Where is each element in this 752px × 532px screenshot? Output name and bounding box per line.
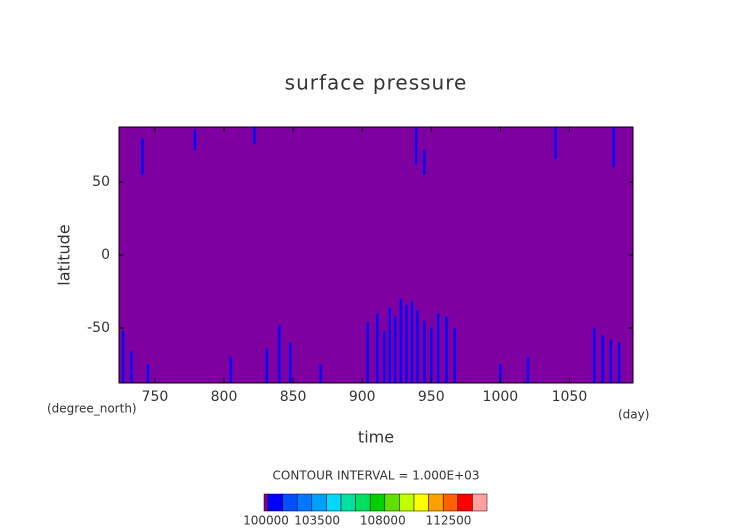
x-tick-label: 1000 [483, 389, 519, 405]
colorbar-segment [442, 493, 459, 512]
colorbar-segment [399, 493, 415, 512]
contour-cell [193, 129, 197, 150]
colorbar-segment [267, 493, 283, 512]
contour-cell [141, 138, 144, 175]
contour-cell [388, 307, 392, 383]
x-tick-label: 800 [211, 389, 238, 405]
contour-cell [430, 327, 433, 383]
contour-cell [609, 339, 613, 383]
y-axis-label: latitude [55, 224, 74, 285]
chart-title: surface pressure [285, 71, 468, 95]
contour-cell [499, 364, 502, 383]
colorbar-segment [384, 493, 400, 512]
contour-cell [229, 357, 233, 383]
colorbar-label: 103500 [294, 514, 340, 528]
x-unit: (day) [618, 408, 649, 422]
contour-cell [436, 313, 440, 383]
y-tick-label: 50 [92, 174, 110, 190]
contour-cell [399, 298, 403, 383]
contour-cell [394, 316, 397, 383]
colorbar-under [263, 493, 269, 512]
contour-interval: CONTOUR INTERVAL = 1.000E+03 [273, 469, 480, 483]
colorbar-segment [457, 493, 473, 512]
y-unit: (degree_north) [47, 402, 137, 416]
colorbar-segment [326, 493, 342, 512]
contour-cell [414, 127, 418, 165]
contour-cell [405, 304, 408, 383]
contour-cell [445, 316, 448, 383]
contour-cell [366, 322, 369, 383]
contour-cell [383, 330, 386, 383]
colorbar-segment [355, 493, 371, 512]
colorbar-segment [369, 493, 386, 512]
contour-cell [526, 357, 530, 383]
contour-cell [593, 327, 596, 383]
contour-cell [423, 320, 426, 383]
contour-cell [601, 335, 604, 383]
contour-cell [612, 127, 615, 168]
contour-cell [278, 325, 281, 383]
contour-cell [617, 342, 621, 383]
colorbar-label: 112500 [426, 514, 472, 528]
contour-cell [130, 351, 133, 383]
x-tick-label: 750 [142, 389, 169, 405]
contour-cell [554, 127, 557, 159]
colorbar-label: 108000 [360, 514, 406, 528]
colorbar-label: 100000 [243, 514, 289, 528]
contour-cell [376, 313, 379, 383]
colorbar-segment [282, 493, 298, 512]
field-background [119, 127, 633, 383]
contour-cell [319, 364, 322, 383]
colorbar-segment [428, 493, 444, 512]
contour-cell [416, 310, 419, 383]
x-axis-label: time [358, 428, 394, 447]
y-tick-label: -50 [87, 320, 110, 336]
colorbar-segment [340, 493, 356, 512]
x-tick-label: 950 [418, 389, 445, 405]
contour-cell [265, 348, 269, 383]
colorbar-segment [296, 493, 313, 512]
contour-cell [410, 301, 414, 383]
contour-cell [423, 149, 426, 175]
contour-cell [253, 127, 256, 145]
y-tick-label: 0 [101, 247, 110, 263]
contour-cell [121, 330, 125, 383]
x-tick-label: 850 [280, 389, 307, 405]
colorbar-segment [472, 493, 488, 512]
x-tick-label: 900 [349, 389, 376, 405]
contour-cell [289, 342, 292, 383]
colorbar-segment [311, 493, 327, 512]
colorbar-segment [413, 493, 429, 512]
contour-cell [146, 364, 150, 383]
contour-cell [453, 327, 456, 383]
x-tick-label: 1050 [552, 389, 588, 405]
